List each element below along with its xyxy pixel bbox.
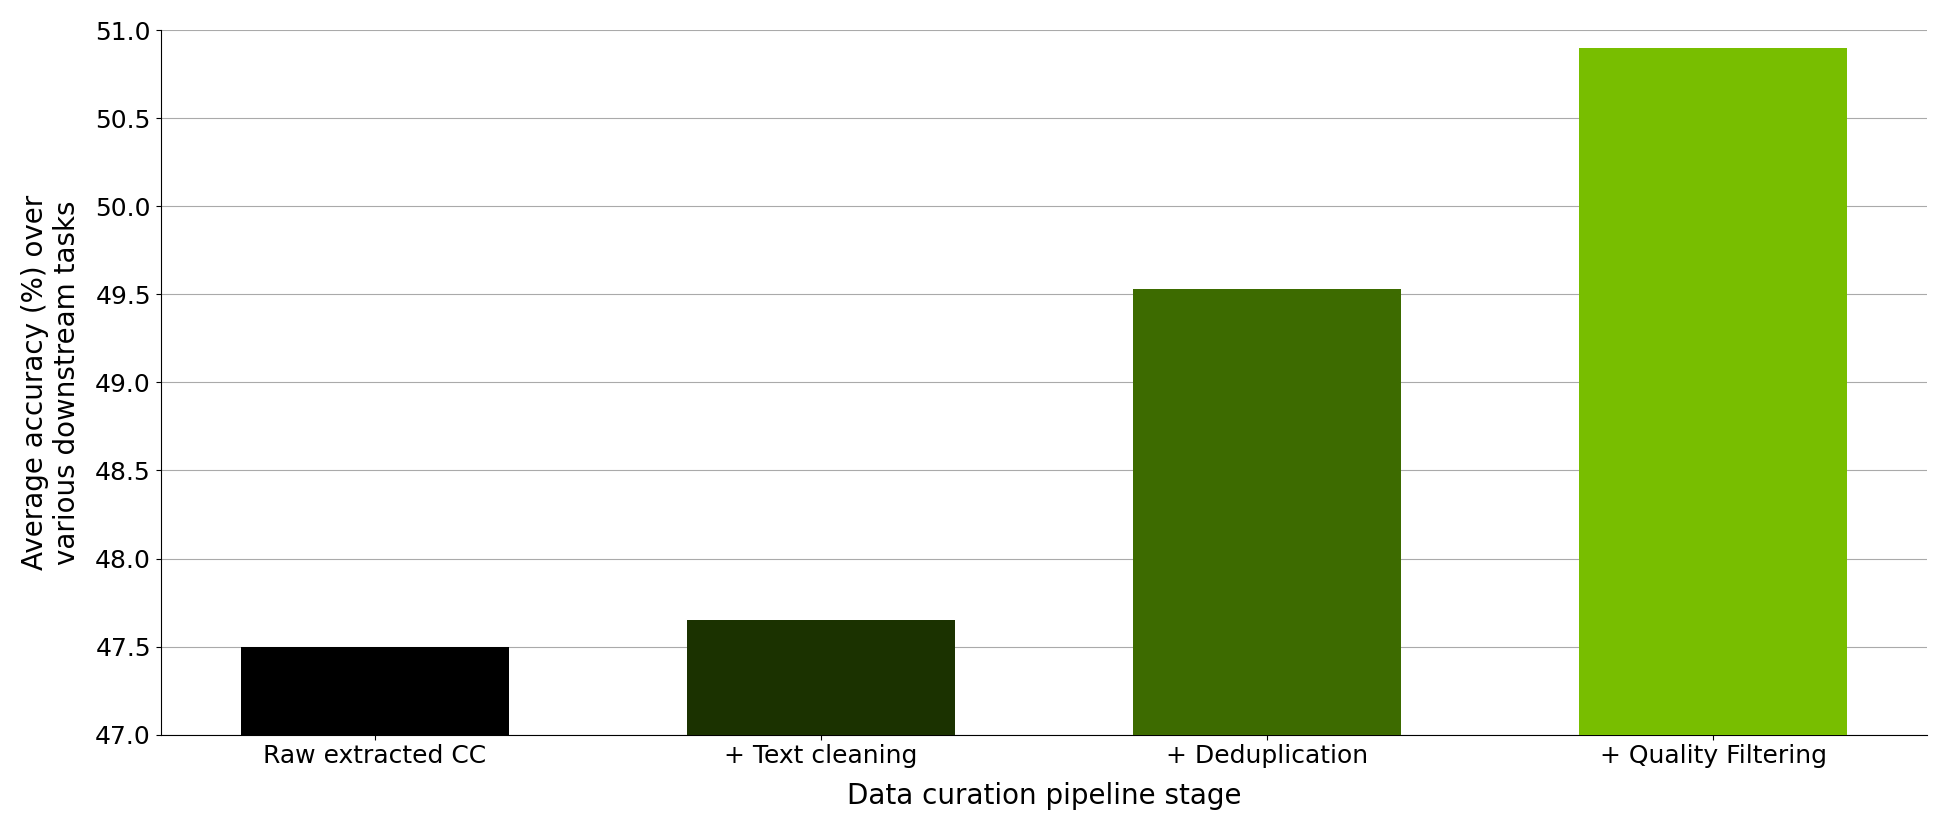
Bar [688, 620, 955, 735]
X-axis label: Data curation pipeline stage: Data curation pipeline stage [847, 782, 1241, 810]
Bar [242, 647, 508, 735]
Y-axis label: Average accuracy (%) over
various downstream tasks: Average accuracy (%) over various downst… [21, 194, 82, 570]
Bar [1134, 289, 1401, 735]
Bar [1580, 48, 1847, 735]
